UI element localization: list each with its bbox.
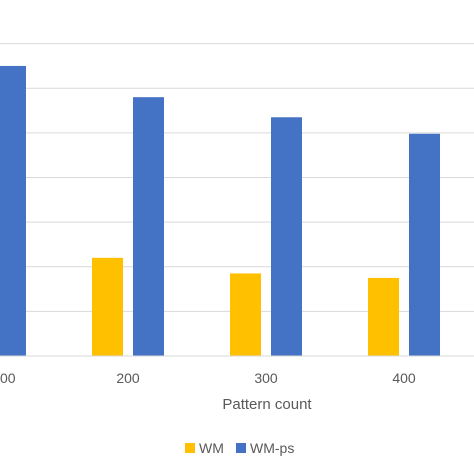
x-axis-title: Pattern count: [222, 396, 312, 413]
x-tick-label: 200: [116, 370, 140, 386]
bar-wm-ps-400: [409, 133, 440, 356]
legend: WM WM-ps: [185, 440, 294, 456]
legend-label-wm-ps: WM-ps: [250, 440, 294, 456]
x-tick-label: 300: [254, 370, 278, 386]
bar-wm-ps-100: [0, 65, 26, 356]
bar-wm-ps-300: [271, 117, 302, 356]
x-tick-label: 00: [0, 370, 16, 386]
bar-wm-400: [368, 277, 399, 356]
gridlines: [0, 43, 474, 312]
legend-label-wm: WM: [199, 440, 224, 456]
bar-wm-200: [92, 257, 123, 356]
bar-wm-ps-200: [133, 97, 164, 357]
x-tick-labels: 00 200 300 400: [0, 370, 416, 386]
bars: [0, 65, 440, 357]
bar-wm-300: [230, 273, 261, 356]
legend-swatch-wm-ps: [236, 443, 246, 453]
x-tick-label: 400: [392, 370, 416, 386]
legend-swatch-wm: [185, 443, 195, 453]
